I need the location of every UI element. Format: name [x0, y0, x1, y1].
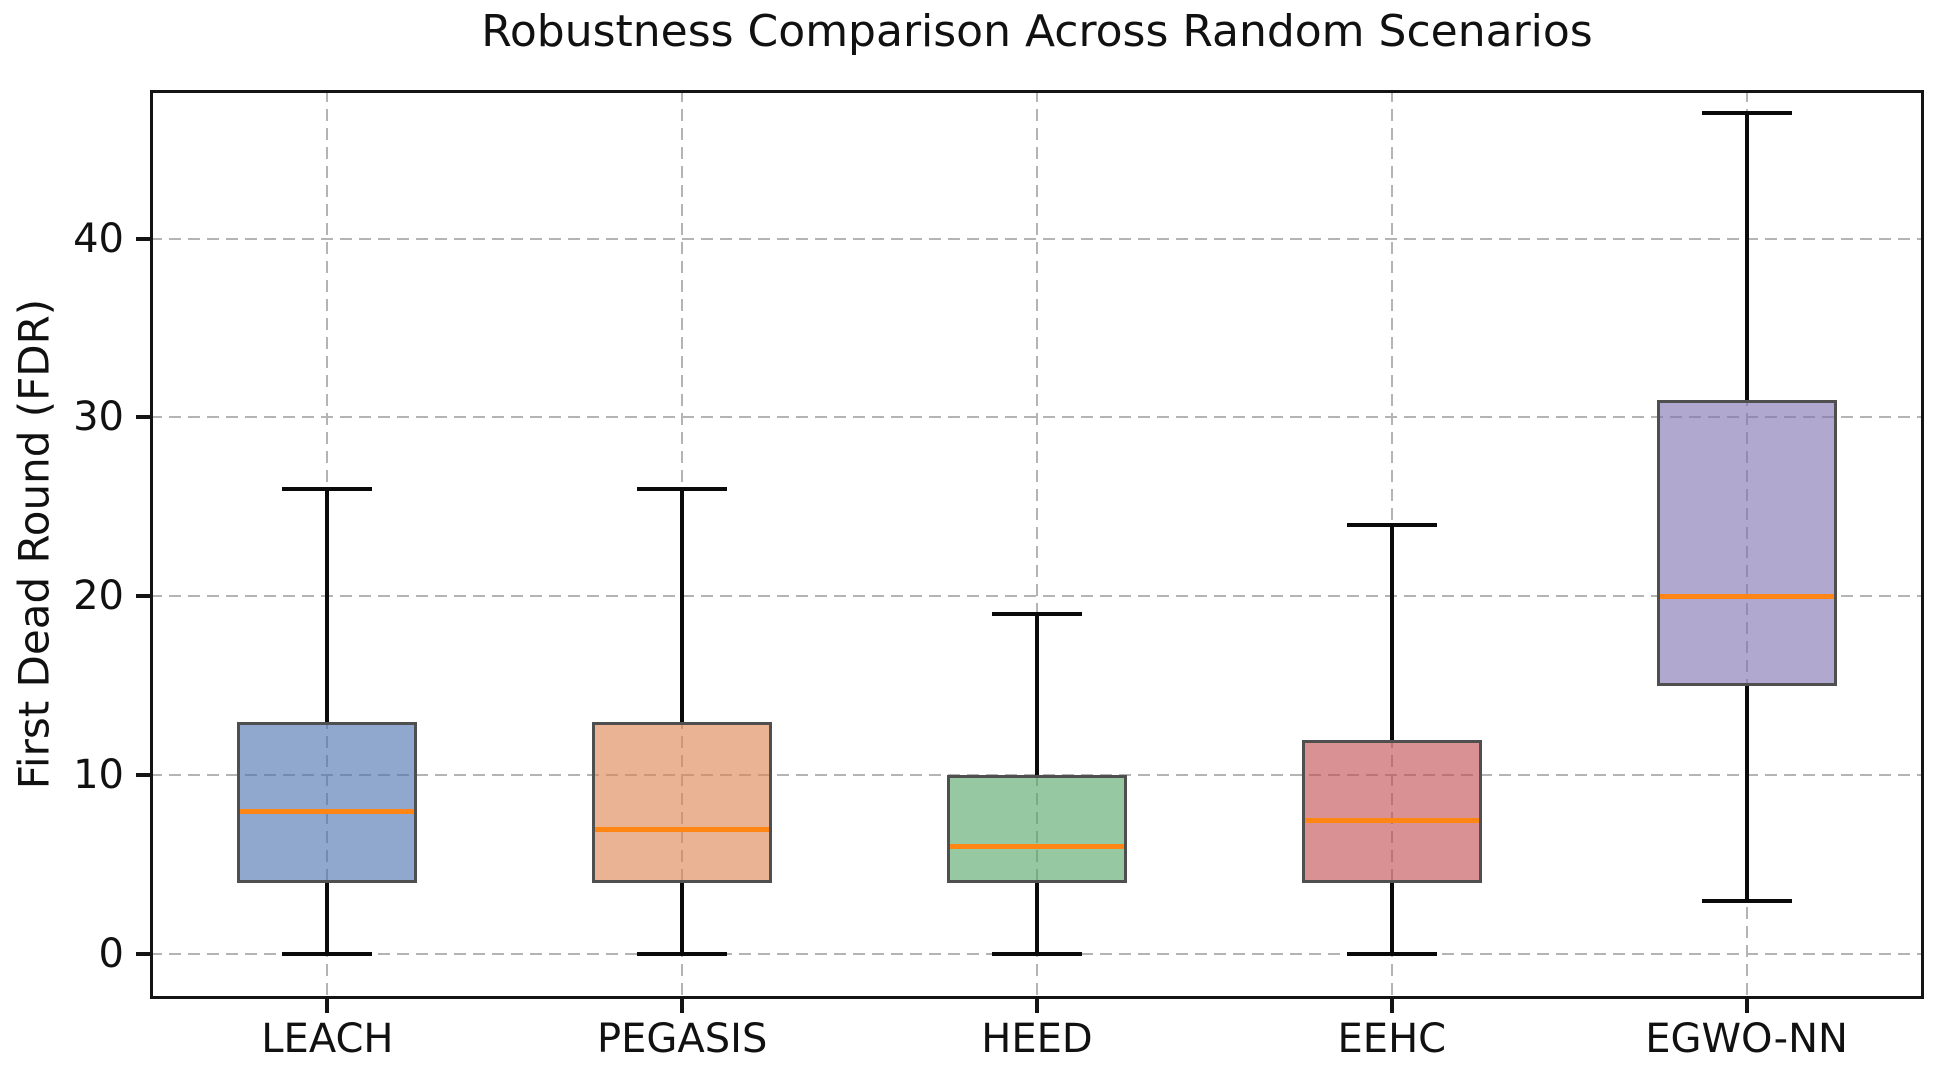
x-tick-label-egwo-nn: EGWO-NN [1645, 1016, 1848, 1062]
upper-whisker-cap [1346, 522, 1437, 527]
x-tick-mark [325, 999, 330, 1013]
x-tick-label-eehc: EEHC [1337, 1016, 1447, 1062]
lower-whisker-line [1035, 882, 1039, 955]
x-tick-mark [680, 999, 685, 1013]
x-tick-label-leach: LEACH [261, 1016, 394, 1062]
lower-whisker-cap [282, 952, 373, 957]
box-heed [947, 775, 1127, 883]
upper-whisker-cap [282, 487, 373, 492]
y-tick-label: 40 [73, 215, 124, 262]
x-tick-mark [1744, 999, 1749, 1013]
y-tick-label: 30 [73, 394, 124, 441]
upper-whisker-line [325, 489, 330, 722]
x-tick-label-pegasis: PEGASIS [597, 1016, 768, 1062]
chart-title: Robustness Comparison Across Random Scen… [481, 6, 1593, 57]
gridline-vertical [1036, 90, 1038, 999]
lower-whisker-line [1389, 882, 1394, 955]
box-eehc [1301, 739, 1482, 883]
y-tick-mark [136, 594, 150, 599]
median-line-pegasis [595, 826, 770, 832]
y-tick-mark [136, 773, 150, 778]
plot-area [150, 90, 1924, 999]
upper-whisker-cap [992, 612, 1082, 617]
y-tick-label: 20 [73, 573, 124, 620]
lower-whisker-cap [1701, 898, 1792, 903]
x-tick-mark [1389, 999, 1394, 1013]
median-line-eehc [1304, 817, 1479, 823]
median-line-egwo-nn [1659, 593, 1834, 599]
box-leach [237, 721, 418, 883]
median-line-heed [950, 844, 1124, 850]
box-egwo-nn [1656, 399, 1837, 686]
y-tick-mark [136, 952, 150, 957]
y-axis-label: First Dead Round (FDR) [9, 298, 59, 790]
lower-whisker-cap [637, 952, 728, 957]
y-tick-label: 0 [98, 931, 124, 978]
y-tick-mark [136, 236, 150, 241]
median-line-leach [240, 808, 415, 814]
lower-whisker-line [325, 882, 330, 955]
lower-whisker-cap [1346, 952, 1437, 957]
upper-whisker-line [1744, 113, 1749, 400]
upper-whisker-line [1035, 614, 1039, 776]
y-tick-mark [136, 415, 150, 420]
lower-whisker-line [680, 882, 685, 955]
lower-whisker-cap [992, 952, 1082, 957]
upper-whisker-line [1389, 524, 1394, 740]
y-tick-label: 10 [73, 752, 124, 799]
x-tick-label-heed: HEED [981, 1016, 1093, 1062]
upper-whisker-cap [637, 487, 728, 492]
lower-whisker-line [1744, 685, 1749, 901]
upper-whisker-line [680, 489, 685, 722]
upper-whisker-cap [1701, 111, 1792, 116]
x-tick-mark [1035, 999, 1039, 1013]
box-pegasis [592, 721, 773, 883]
